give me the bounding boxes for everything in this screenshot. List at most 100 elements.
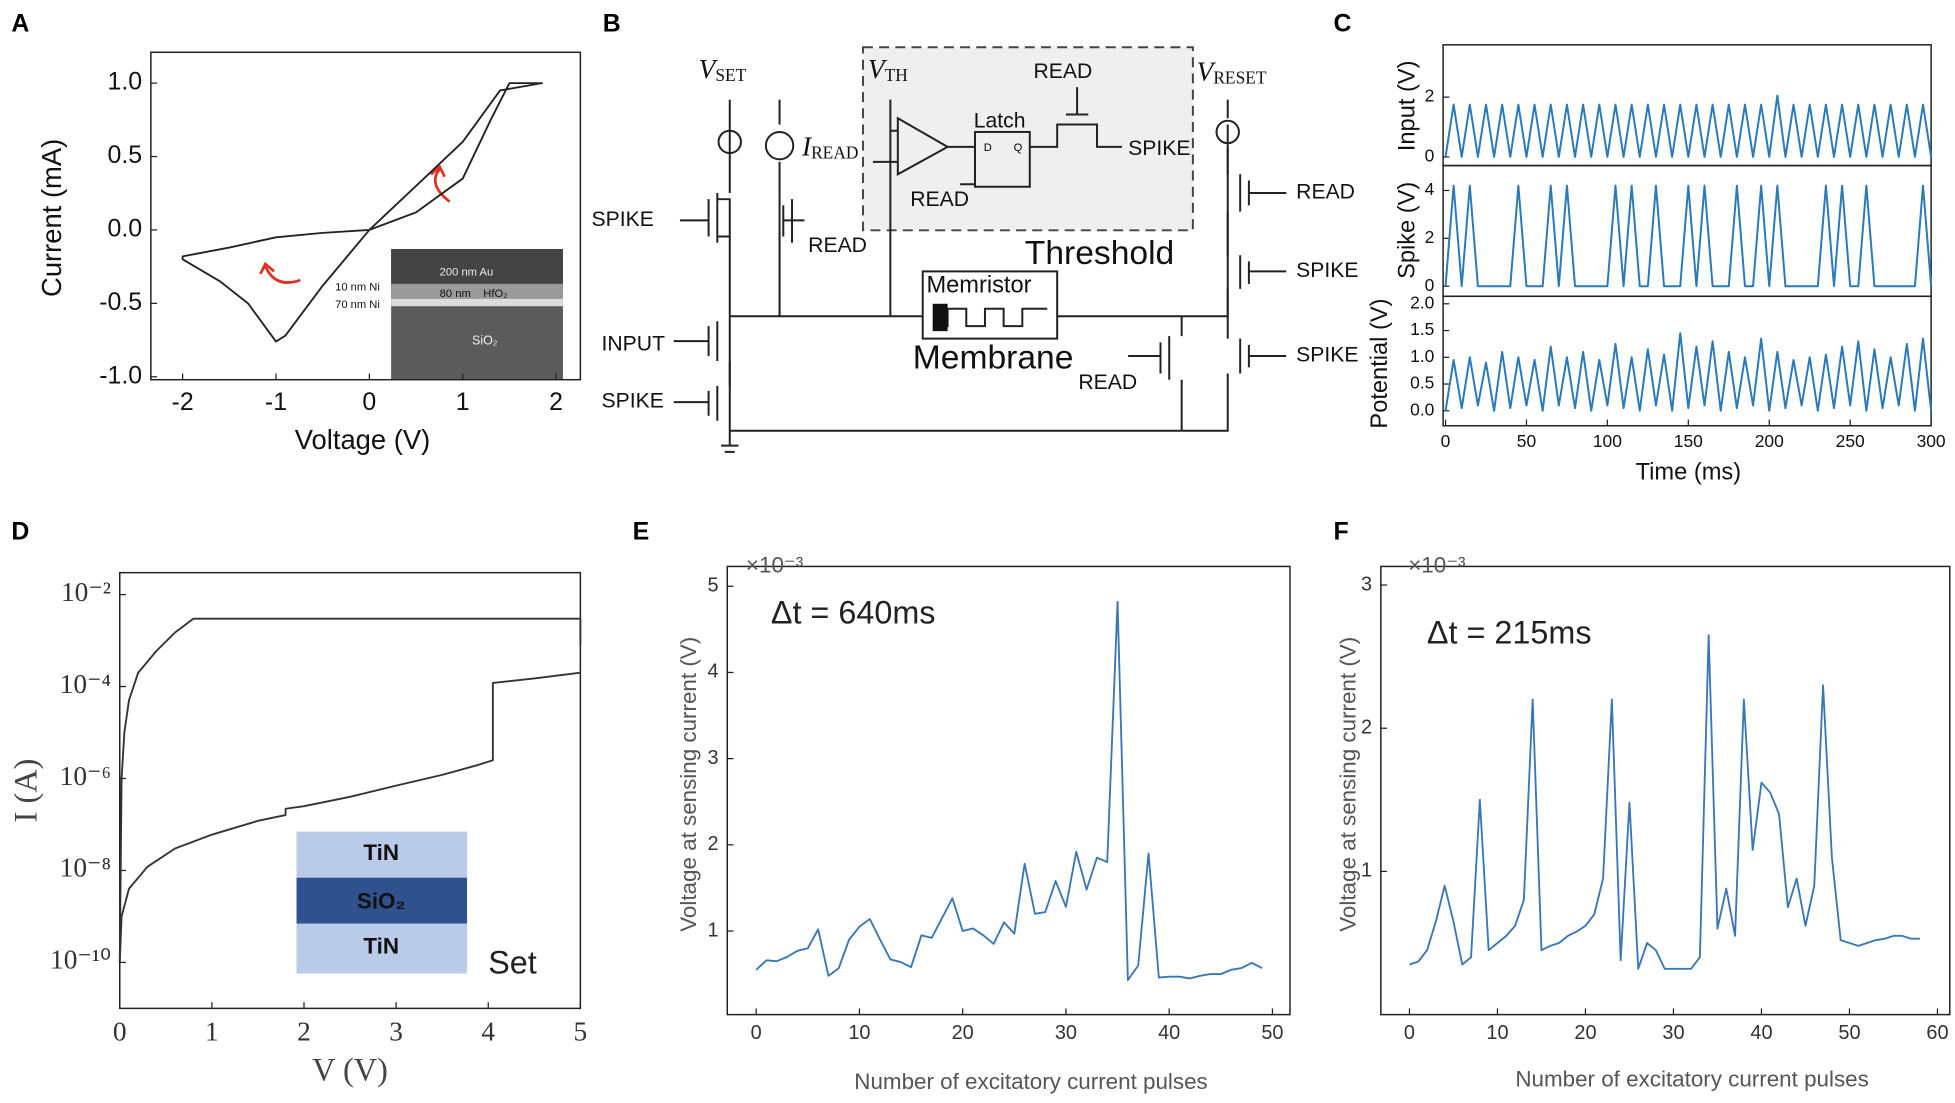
circuit-label: READ xyxy=(1078,371,1137,394)
circuit-label: SPIKE xyxy=(1296,259,1358,282)
y-tick-label: 2 xyxy=(1361,717,1372,739)
y-tick-label: 10⁻¹⁰ xyxy=(50,945,111,975)
symbol: V xyxy=(1197,57,1217,87)
panel-letter: C xyxy=(1334,9,1352,37)
x-tick-label: 0 xyxy=(362,388,376,416)
inset-label: SiO₂ xyxy=(472,333,498,347)
x-tick-label: -1 xyxy=(265,388,287,416)
latch xyxy=(974,130,1031,188)
x-tick-label: 20 xyxy=(952,1022,974,1044)
x-tick-label: 30 xyxy=(1055,1022,1077,1044)
y-tick-label: 2 xyxy=(707,833,718,855)
y-tick-label: 1.5 xyxy=(1410,319,1434,339)
circuit-label: READ xyxy=(1296,181,1355,204)
inset-label: HfO₂ xyxy=(483,288,507,300)
memristor-fill xyxy=(932,303,948,332)
y-tick-label: 0 xyxy=(1425,146,1435,166)
circuit-label: Membrane xyxy=(913,340,1074,377)
data-line xyxy=(1444,332,1933,412)
circuit-label: INPUT xyxy=(602,332,666,355)
arrow xyxy=(264,265,301,284)
y-tick-label: 1.0 xyxy=(1410,346,1434,366)
x-tick-label: 4 xyxy=(481,1017,495,1047)
x-tick-label: 150 xyxy=(1674,431,1703,451)
memristor xyxy=(921,270,1059,340)
data-line xyxy=(1409,634,1920,970)
panel-letter: B xyxy=(603,9,621,37)
y-tick-label: 0.5 xyxy=(1410,373,1434,393)
wire xyxy=(728,99,1229,200)
y-tick-label: 3 xyxy=(707,747,718,769)
circuit-label: Latch xyxy=(974,110,1026,133)
y-tick-label: 2 xyxy=(1425,227,1435,247)
subscript: RESET xyxy=(1213,68,1267,88)
source-label: VRESET xyxy=(1197,57,1267,88)
annotation: Set xyxy=(488,944,537,980)
symbol: V xyxy=(699,54,719,84)
panel-letters: A B C D E F xyxy=(11,9,1351,545)
arrow-head xyxy=(259,261,276,275)
source-label: IREAD xyxy=(801,132,859,163)
source-label: VTH xyxy=(868,54,908,85)
wire xyxy=(960,87,1122,186)
layer-tin xyxy=(296,831,468,878)
y-axis-label: Voltage at sensing current (V) xyxy=(1336,637,1361,932)
y-tick-label: 1.0 xyxy=(108,68,143,96)
x-tick-label: 40 xyxy=(1750,1022,1772,1044)
threshold-box xyxy=(861,46,1194,232)
transistor xyxy=(679,192,731,317)
circuit-label: READ xyxy=(910,188,969,211)
circuit-label: Memristor xyxy=(926,273,1031,299)
circuit-label: Threshold xyxy=(1025,235,1174,272)
y-tick-label: 4 xyxy=(707,661,718,683)
circuit-label: READ xyxy=(1034,60,1093,83)
x-tick-label: 300 xyxy=(1917,431,1946,451)
x-tick-label: 3 xyxy=(389,1017,403,1047)
panel-letter: E xyxy=(633,517,650,545)
data-line xyxy=(1444,184,1933,288)
data-line xyxy=(118,617,582,963)
memristor-symbol xyxy=(932,307,1048,328)
red-arrows xyxy=(259,164,451,284)
x-tick-label: 0 xyxy=(1441,431,1451,451)
subscript: SET xyxy=(715,65,746,85)
arrow-head xyxy=(430,164,446,178)
x-tick-label: 10 xyxy=(1486,1022,1508,1044)
plot-frame xyxy=(150,51,582,381)
layer-stack: TiN SiO₂ TiN xyxy=(296,831,468,974)
transistor xyxy=(1181,174,1287,432)
x-tick-label: 10 xyxy=(848,1022,870,1044)
x-tick-label: 200 xyxy=(1755,431,1784,451)
inset-label: 80 nm xyxy=(440,288,471,300)
y-tick-label: -1.0 xyxy=(99,361,142,389)
circuit: VSET IREAD VTH VRESET SPIKE READ INPUT S… xyxy=(592,46,1359,453)
current-source xyxy=(764,130,795,161)
layer-label: SiO₂ xyxy=(357,888,406,913)
comparator xyxy=(872,116,976,176)
layer-label: TiN xyxy=(363,840,399,865)
x-tick-label: 50 xyxy=(1838,1022,1860,1044)
y-tick-label: 3 xyxy=(1361,573,1372,595)
plot-frame xyxy=(726,565,1291,1016)
circuit-label: SPIKE xyxy=(1296,344,1358,367)
data-line xyxy=(118,671,581,963)
x-tick-label: 1 xyxy=(456,388,470,416)
x-tick-label: 2 xyxy=(297,1017,311,1047)
y-axis-label: Spike (V) xyxy=(1394,182,1420,279)
y-tick-label: 0.0 xyxy=(1410,399,1434,419)
y-tick-label: 0.0 xyxy=(108,215,143,243)
inset-label: 200 nm Au xyxy=(440,267,494,279)
y-tick-label: 1 xyxy=(1361,860,1372,882)
x-tick-label: 40 xyxy=(1158,1022,1180,1044)
layer-label: TiN xyxy=(363,933,399,958)
y-tick-label: 1 xyxy=(707,919,718,941)
circuit-label: Q xyxy=(1014,142,1023,154)
circuit-label: SPIKE xyxy=(602,390,664,413)
arrow xyxy=(433,168,451,203)
x-tick-label: 50 xyxy=(1261,1022,1283,1044)
sem-inset: 200 nm Au 80 nm HfO₂ 10 nm Ni 70 nm Ni S… xyxy=(335,248,563,380)
x-tick-label: 0 xyxy=(113,1017,127,1047)
circuit-label: D xyxy=(984,142,992,154)
data-line xyxy=(181,82,544,343)
